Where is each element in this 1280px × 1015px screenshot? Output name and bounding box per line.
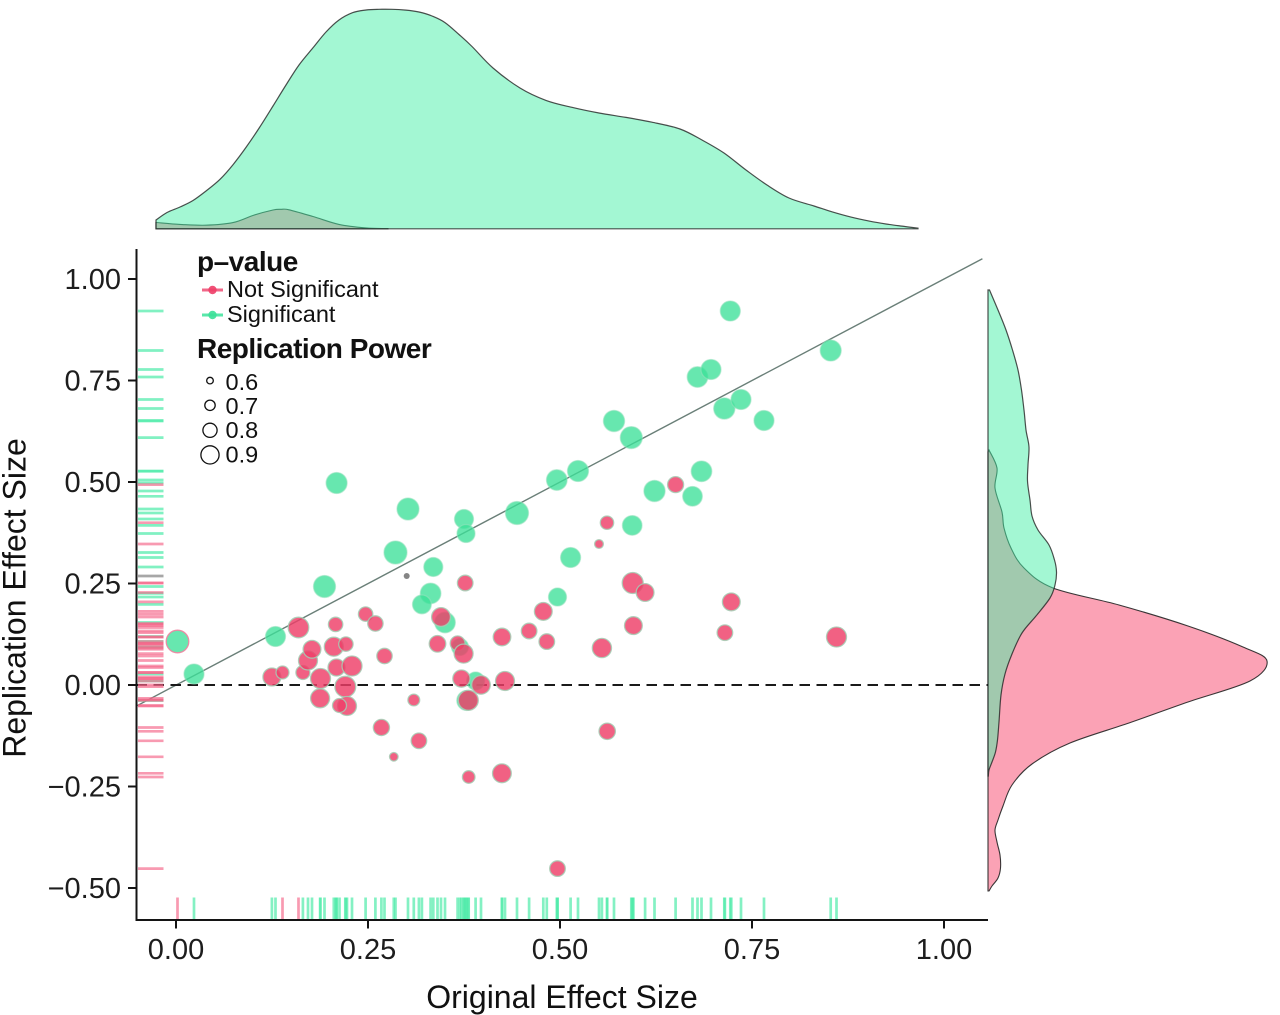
svg-text:−0.50: −0.50: [48, 873, 121, 905]
svg-text:Not Significant: Not Significant: [227, 276, 379, 302]
svg-text:0.8: 0.8: [226, 417, 259, 443]
svg-text:0.50: 0.50: [65, 467, 121, 499]
svg-text:0.25: 0.25: [65, 569, 121, 601]
svg-text:0.25: 0.25: [340, 934, 396, 966]
svg-text:Significant: Significant: [227, 301, 336, 327]
svg-text:0.6: 0.6: [226, 369, 259, 395]
svg-text:0.9: 0.9: [226, 442, 259, 468]
svg-text:Replication Effect Size: Replication Effect Size: [0, 438, 33, 758]
svg-text:1.00: 1.00: [916, 934, 972, 966]
svg-text:Replication Power: Replication Power: [197, 333, 432, 364]
svg-text:0.00: 0.00: [148, 934, 204, 966]
svg-text:p–value: p–value: [197, 246, 298, 277]
svg-text:0.7: 0.7: [226, 393, 259, 419]
svg-text:0.75: 0.75: [65, 366, 121, 398]
svg-text:0.75: 0.75: [724, 934, 780, 966]
svg-text:1.00: 1.00: [65, 264, 121, 296]
svg-text:−0.25: −0.25: [48, 772, 121, 804]
svg-text:0.50: 0.50: [532, 934, 588, 966]
svg-text:0.00: 0.00: [65, 670, 121, 702]
svg-text:Original Effect Size: Original Effect Size: [426, 979, 698, 1015]
